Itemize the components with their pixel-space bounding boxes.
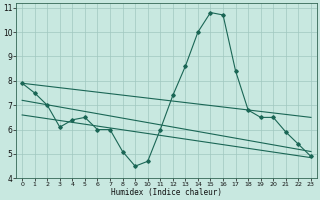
X-axis label: Humidex (Indice chaleur): Humidex (Indice chaleur) (111, 188, 222, 197)
